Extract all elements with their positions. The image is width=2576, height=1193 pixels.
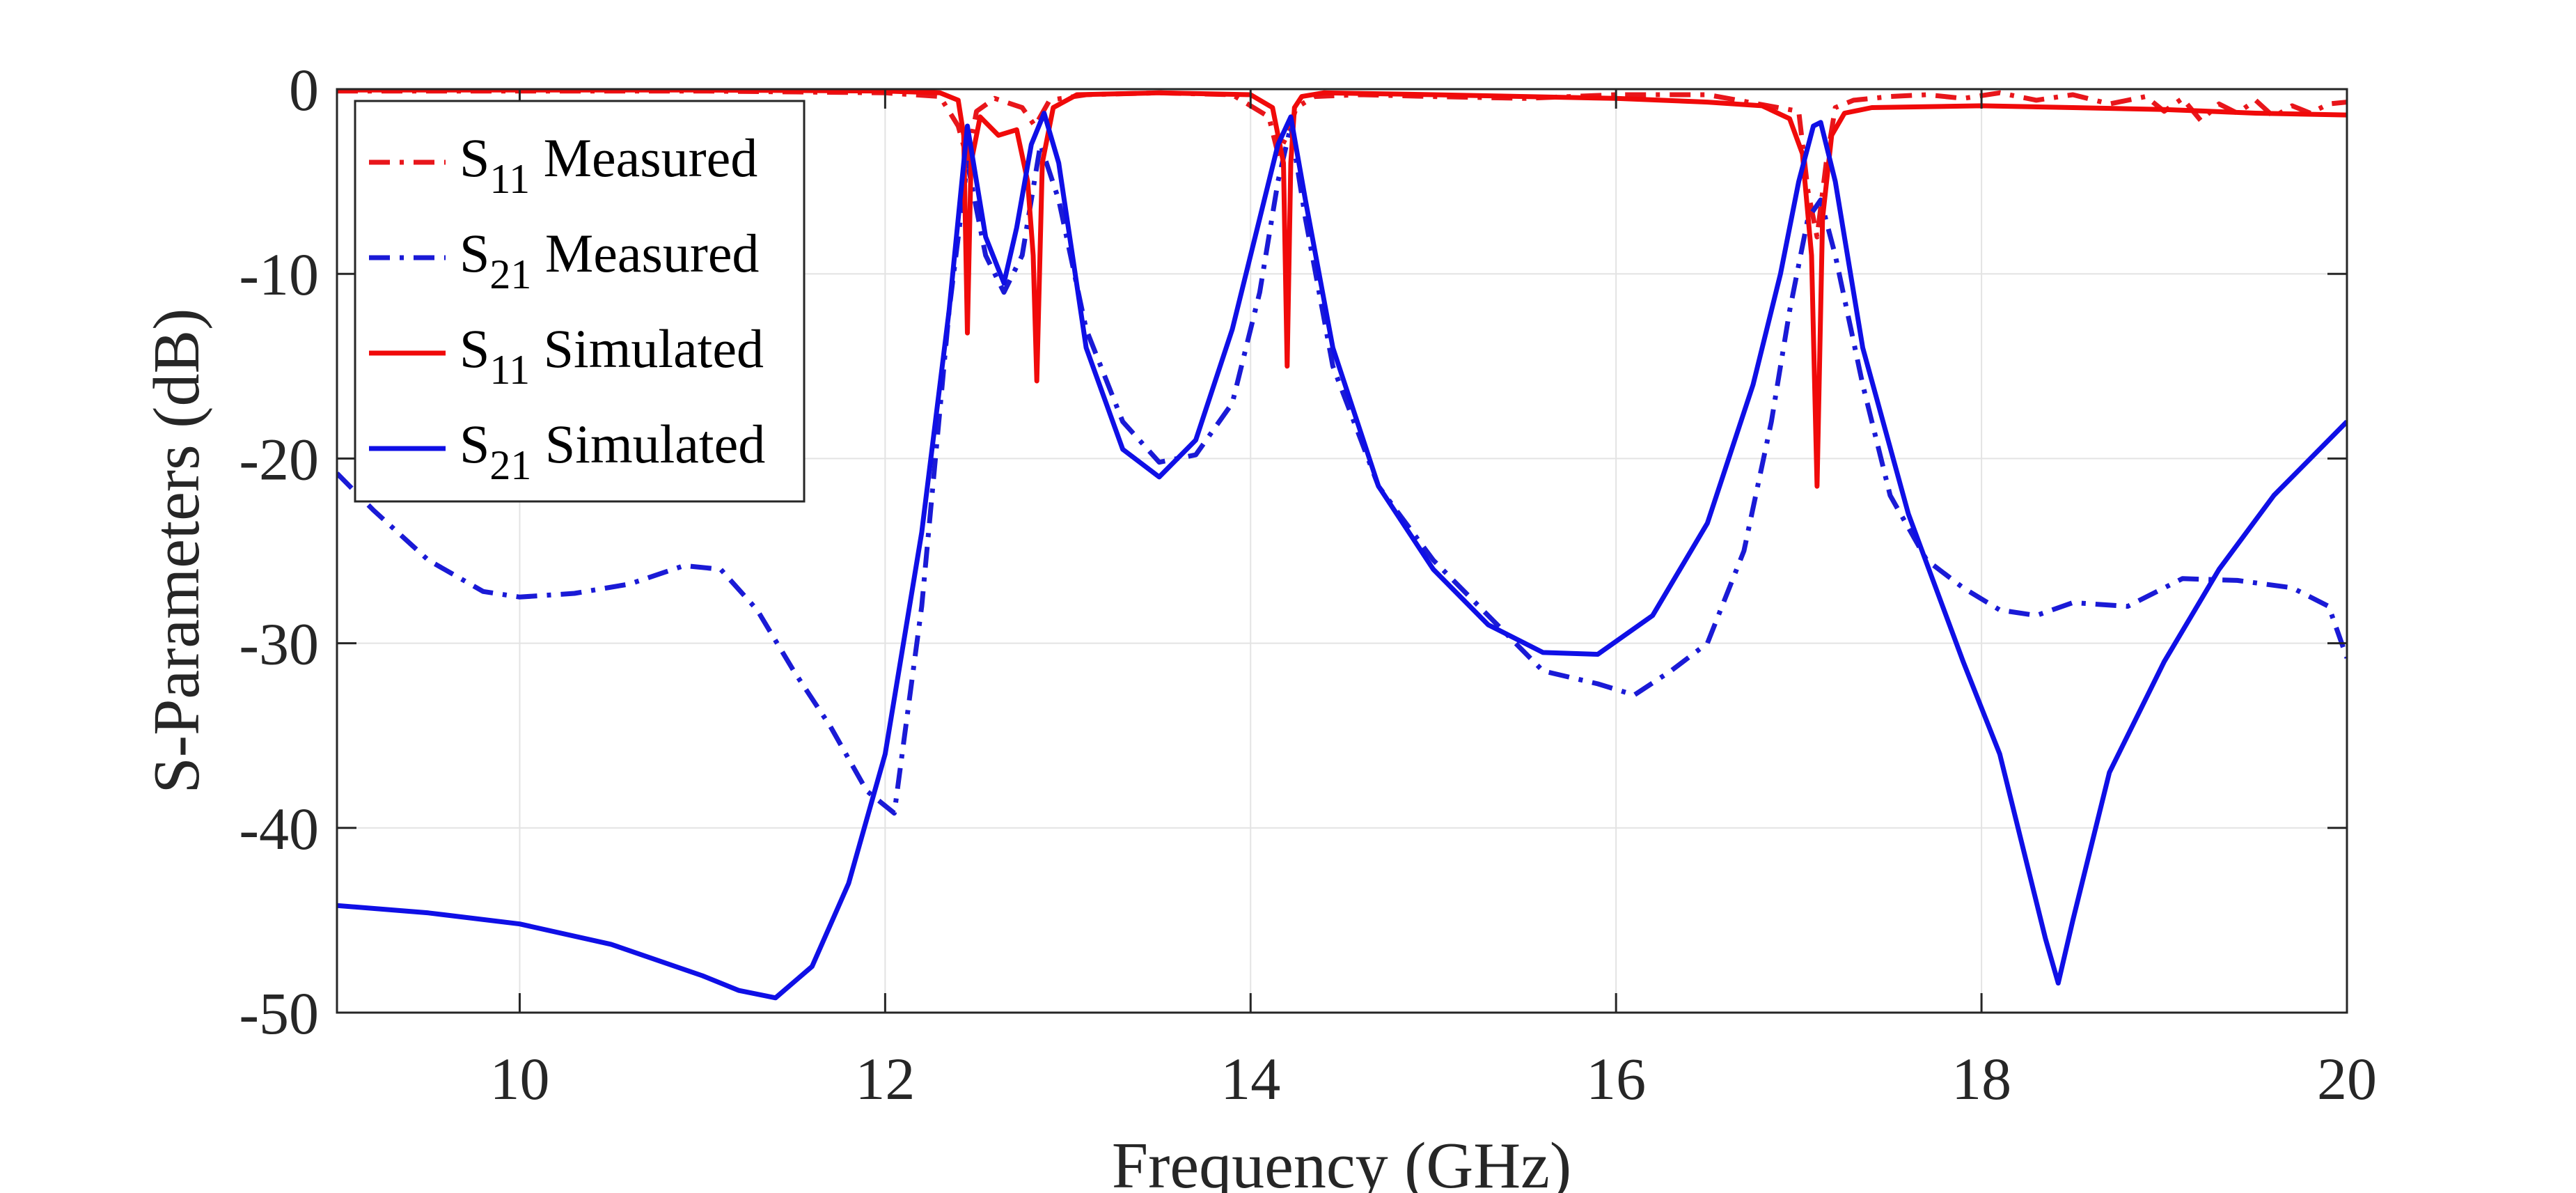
legend-label: S21 Simulated <box>460 414 765 488</box>
y-tick-labels: 0 -10 -20 -30 -40 -50 <box>239 56 319 1047</box>
x-tick-label: 14 <box>1220 1045 1280 1112</box>
legend-label: S11 Simulated <box>460 318 764 393</box>
y-tick-label: -30 <box>239 611 319 678</box>
y-tick-label: -20 <box>239 426 319 492</box>
x-tick-label: 18 <box>1951 1045 2011 1112</box>
series-line-s11-measured <box>337 89 2347 240</box>
ticks <box>337 88 2348 1014</box>
y-axis-label: S-Parameters (dB) <box>141 309 213 794</box>
plot-frame <box>336 88 2348 1014</box>
legend: S11 Measured S21 Measured S11 Simulated S21… <box>354 100 806 503</box>
y-tick-label: 0 <box>289 56 319 123</box>
series-line-s21-measured <box>337 123 2347 816</box>
legend-label: S11 Measured <box>460 127 757 202</box>
legend-box <box>354 100 806 503</box>
x-tick-labels: 10 12 14 16 18 20 <box>489 1045 2377 1112</box>
y-tick-label: -40 <box>239 795 319 862</box>
x-tick-label: 16 <box>1586 1045 1646 1112</box>
y-tick-label: -10 <box>239 241 319 308</box>
y-tick-label: -50 <box>239 980 319 1047</box>
x-tick-label: 10 <box>489 1045 549 1112</box>
x-axis-label: Frequency (GHz) <box>1112 1130 1571 1193</box>
series-line-s21-simulated <box>337 111 2347 1001</box>
series-group <box>337 89 2347 1001</box>
x-tick-label: 12 <box>855 1045 915 1112</box>
x-tick-label: 20 <box>2317 1045 2377 1112</box>
legend-label: S21 Measured <box>460 223 759 297</box>
